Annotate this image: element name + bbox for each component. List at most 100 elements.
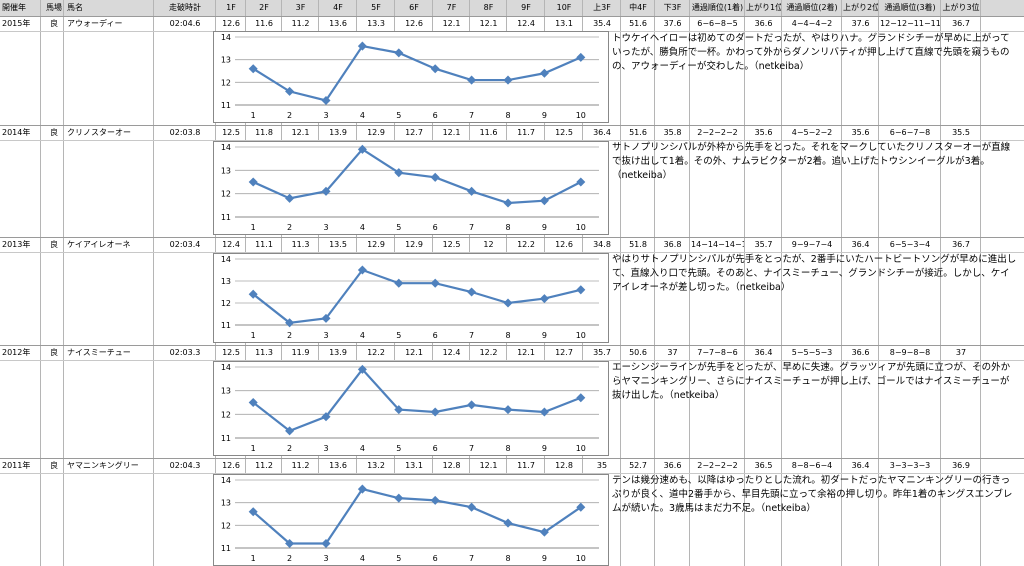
header-time: 走破時計 bbox=[169, 3, 201, 12]
cell-pass-2nd: 8−8−6−4 bbox=[791, 461, 833, 470]
cell-5f: 12.2 bbox=[367, 348, 385, 357]
column-divider bbox=[689, 0, 690, 566]
x-tick-label: 7 bbox=[469, 223, 474, 232]
cell-first-3f: 37.6 bbox=[663, 19, 682, 28]
cell-pass-2nd: 4−5−2−2 bbox=[791, 128, 833, 137]
cell-pass-2nd: 5−5−5−3 bbox=[791, 348, 833, 357]
cell-7f: 12.1 bbox=[442, 128, 461, 137]
y-tick-label: 14 bbox=[221, 363, 231, 372]
cell-7f: 12.8 bbox=[442, 461, 461, 470]
lap-point bbox=[503, 198, 513, 208]
lap-line bbox=[252, 44, 582, 102]
cell-track: 良 bbox=[50, 128, 58, 137]
chart-frame bbox=[213, 31, 609, 123]
cell-3f: 11.2 bbox=[291, 19, 310, 28]
y-tick-label: 12 bbox=[221, 521, 231, 530]
header-agari-2: 上がり2位 bbox=[843, 3, 878, 12]
cell-agari-2: 36.6 bbox=[851, 348, 870, 357]
y-tick-label: 13 bbox=[221, 499, 231, 508]
race-comment: サトノプリンシパルが外枠から先手をとった。それをマークしていたクリノスターオーが… bbox=[612, 142, 1011, 181]
cell-9f: 12.4 bbox=[517, 19, 535, 28]
cell-agari-3: 37 bbox=[955, 348, 967, 357]
cell-year: 2014年 bbox=[2, 128, 31, 137]
cell-1f: 12.5 bbox=[222, 348, 240, 357]
cell-agari-3: 36.7 bbox=[952, 19, 970, 28]
cell-8f: 11.6 bbox=[479, 128, 498, 137]
cell-time: 02:03.3 bbox=[169, 348, 201, 357]
x-tick-label: 6 bbox=[433, 111, 438, 120]
column-divider bbox=[40, 0, 41, 566]
cell-10f: 12.7 bbox=[555, 348, 573, 357]
chart-frame bbox=[213, 361, 609, 456]
row-divider bbox=[0, 125, 1024, 126]
cell-agari-1: 35.7 bbox=[754, 240, 773, 249]
x-tick-label: 5 bbox=[396, 444, 401, 453]
x-tick-label: 4 bbox=[360, 444, 365, 453]
header-4f: 4F bbox=[333, 3, 343, 12]
lap-point bbox=[539, 196, 549, 206]
header-7f: 7F bbox=[446, 3, 457, 12]
lap-point bbox=[430, 64, 440, 74]
cell-9f: 11.7 bbox=[517, 461, 535, 470]
x-tick-label: 10 bbox=[576, 223, 586, 232]
row-divider bbox=[0, 16, 1024, 17]
cell-agari-1: 36.5 bbox=[754, 461, 773, 470]
y-tick-label: 14 bbox=[221, 143, 231, 152]
cell-track: 良 bbox=[50, 240, 58, 249]
cell-agari-2: 37.6 bbox=[851, 19, 870, 28]
cell-8f: 12.1 bbox=[479, 19, 498, 28]
cell-pass-3rd: 6−6−7−8 bbox=[889, 128, 931, 137]
x-tick-label: 9 bbox=[542, 554, 547, 563]
cell-pass-1st: 7−7−8−6 bbox=[697, 348, 738, 357]
cell-pass-1st: 2−2−2−2 bbox=[697, 128, 738, 137]
row-divider bbox=[0, 458, 1024, 459]
header-row bbox=[0, 0, 1024, 16]
cell-track: 良 bbox=[50, 19, 58, 28]
x-tick-label: 8 bbox=[505, 444, 510, 453]
cell-9f: 12.2 bbox=[517, 240, 535, 249]
cell-agari-2: 36.4 bbox=[851, 461, 870, 470]
row-divider bbox=[0, 473, 1024, 474]
cell-1f: 12.4 bbox=[222, 240, 240, 249]
race-comment: テンは幾分速めも、以降はゆったりとした流れ。初ダートだったヤマニンキングリーの行… bbox=[612, 475, 1013, 514]
x-tick-label: 3 bbox=[323, 444, 328, 453]
cell-track: 良 bbox=[50, 348, 58, 357]
x-tick-label: 7 bbox=[469, 331, 474, 340]
column-divider bbox=[153, 0, 154, 566]
cell-6f: 13.1 bbox=[405, 461, 423, 470]
x-tick-label: 9 bbox=[542, 331, 547, 340]
cell-mid-4f: 52.7 bbox=[629, 461, 647, 470]
row-divider bbox=[0, 252, 1024, 253]
cell-agari-2: 36.4 bbox=[851, 240, 870, 249]
header-8f: 8F bbox=[483, 3, 494, 12]
cell-year: 2013年 bbox=[2, 240, 31, 249]
cell-10f: 12.8 bbox=[555, 461, 573, 470]
cell-horse: アウォーディー bbox=[67, 19, 123, 28]
cell-4f: 13.9 bbox=[329, 128, 347, 137]
cell-last-3f: 36.4 bbox=[593, 128, 611, 137]
y-tick-label: 14 bbox=[221, 476, 231, 485]
cell-10f: 13.1 bbox=[555, 19, 573, 28]
column-divider bbox=[841, 0, 842, 566]
x-tick-label: 10 bbox=[576, 554, 586, 563]
cell-time: 02:03.8 bbox=[169, 128, 201, 137]
x-tick-label: 6 bbox=[433, 554, 438, 563]
column-divider bbox=[654, 0, 655, 566]
x-tick-label: 4 bbox=[360, 111, 365, 120]
x-tick-label: 6 bbox=[433, 444, 438, 453]
lap-line bbox=[252, 268, 582, 324]
cell-agari-1: 35.6 bbox=[754, 128, 773, 137]
cell-year: 2012年 bbox=[2, 348, 31, 357]
x-tick-label: 1 bbox=[251, 331, 256, 340]
row-divider bbox=[0, 237, 1024, 238]
cell-1f: 12.5 bbox=[222, 128, 240, 137]
cell-3f: 12.1 bbox=[291, 128, 310, 137]
cell-last-3f: 35.4 bbox=[593, 19, 611, 28]
header-pass-3rd: 通過順位(3着) bbox=[884, 3, 936, 12]
cell-5f: 13.2 bbox=[367, 461, 385, 470]
x-tick-label: 7 bbox=[469, 111, 474, 120]
x-tick-label: 1 bbox=[251, 111, 256, 120]
race-comment: トウケイヘイローは初めてのダートだったが、やはりハナ。グランドシチーが早めに上が… bbox=[612, 33, 1010, 72]
